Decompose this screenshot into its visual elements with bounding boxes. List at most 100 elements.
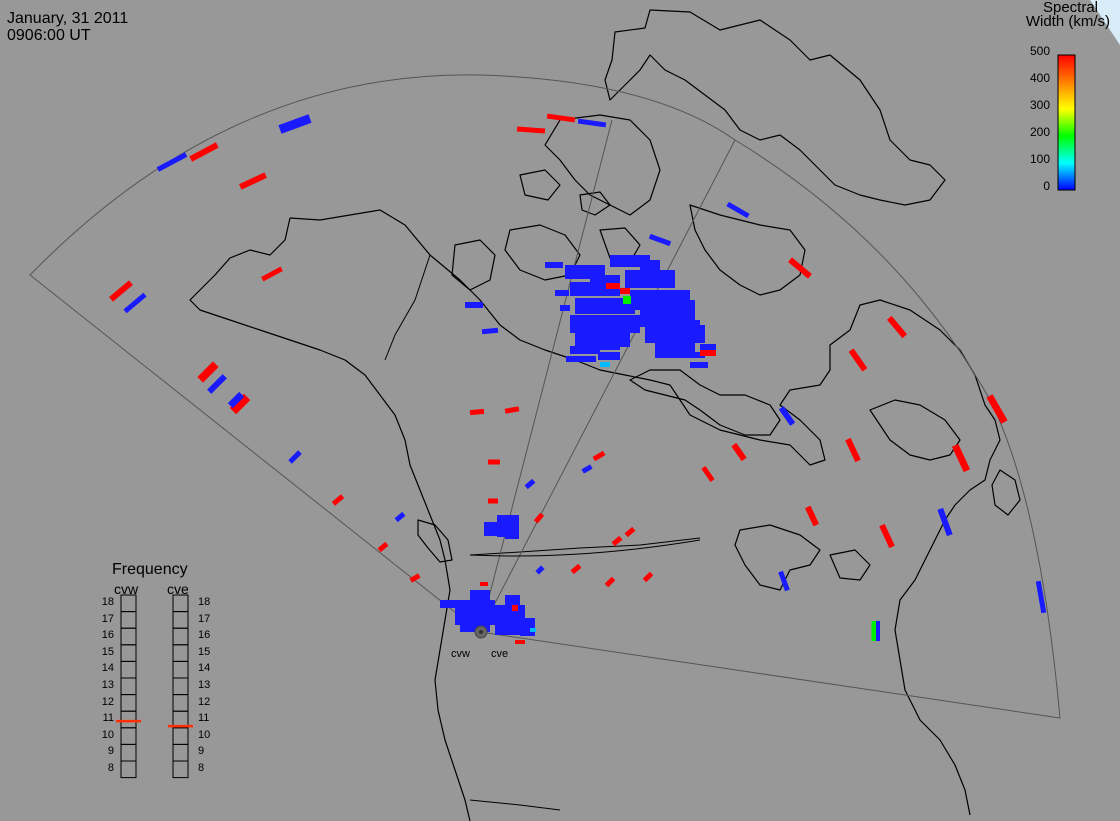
date-label: January, 31 2011: [7, 10, 129, 27]
echo-mark: [1035, 580, 1047, 614]
echo-cluster: [625, 270, 675, 288]
arctic-island-2: [519, 169, 561, 201]
pacific-coastline: [189, 217, 471, 821]
echo-mark: [229, 393, 251, 415]
echo-accent: [623, 296, 631, 304]
cve-west-beam-edge: [479, 139, 736, 633]
echo-mark: [207, 374, 227, 394]
echo-accent: [515, 640, 525, 644]
frequency-tick-right: 13: [198, 679, 211, 691]
echo-mark: [533, 512, 545, 524]
frequency-tick-right: 18: [198, 596, 211, 608]
echo-accent: [480, 582, 488, 586]
echo-cluster: [545, 262, 563, 268]
echo-mark: [409, 573, 421, 583]
echo-mark: [331, 494, 345, 506]
frequency-tick-right: 10: [198, 728, 211, 741]
cve-frequency-column: [172, 760, 189, 779]
cvw-frequency-column: [120, 694, 137, 712]
radar-site-center: [479, 630, 483, 634]
frequency-bars: [116, 594, 193, 779]
echo-cluster: [598, 352, 620, 360]
echo-accent: [606, 283, 620, 289]
backscatter-echoes: [109, 113, 1047, 644]
labrador-coast: [869, 399, 961, 461]
frequency-title: Frequency: [112, 561, 188, 578]
cvw-frequency-column: [120, 594, 137, 613]
echo-mark: [394, 511, 406, 523]
echo-mark: [261, 266, 283, 282]
alaska-yukon-border: [384, 254, 431, 361]
cve-frequency-column: [172, 644, 189, 662]
echo-mark: [592, 450, 606, 462]
echo-cluster: [566, 356, 596, 362]
us-canada-border: [469, 537, 701, 556]
site-label-cve: cve: [491, 648, 509, 660]
us-mexico-border: [469, 799, 561, 811]
echo-mark: [570, 563, 582, 575]
frequency-tick-right: 17: [198, 612, 211, 625]
arctic-island-1: [599, 227, 641, 263]
banks-island-coastline: [451, 239, 496, 291]
colorbar-tick: 0: [1043, 179, 1050, 193]
echo-mark: [227, 391, 245, 409]
hudson-bay-coastline: [629, 369, 781, 436]
colorbar-tick: 300: [1029, 98, 1050, 112]
echo-cluster: [700, 344, 716, 350]
cve-frequency-column: [172, 660, 189, 679]
outer-fov-boundary: [29, 74, 1061, 719]
echo-mark: [546, 113, 576, 123]
cvw-frequency-column: [120, 644, 137, 662]
echo-mark: [879, 523, 895, 549]
echo-mark: [278, 114, 312, 134]
cvw-frequency-column: [120, 760, 137, 779]
colorbar-title-line1: Spectral: [1042, 0, 1098, 16]
echo-cluster: [570, 315, 640, 333]
cve-frequency-column: [172, 611, 189, 629]
frequency-tick-right: 16: [198, 629, 211, 642]
echo-mark: [481, 327, 499, 335]
echo-cluster: [505, 527, 519, 539]
echo-mark: [731, 442, 747, 462]
baffin-island-coastline: [689, 204, 806, 296]
echo-mark: [288, 450, 302, 464]
echo-mark: [469, 408, 485, 416]
frequency-tick-right: 15: [198, 645, 211, 658]
echo-cluster: [470, 590, 490, 602]
frequency-tick-left: 10: [101, 728, 114, 741]
cvw-frequency-column: [120, 660, 137, 679]
cvw-frequency-column: [120, 727, 137, 745]
north-america-coastline: [289, 209, 1001, 816]
echo-mark: [535, 565, 545, 575]
echo-mark: [604, 576, 616, 588]
echo-mark: [624, 526, 636, 538]
frequency-tick-right: 9: [198, 745, 205, 758]
cve-frequency-column: [172, 694, 189, 712]
echo-mark: [189, 142, 219, 162]
cvw-east-beam-edge: [479, 119, 613, 633]
frequency-tick-left: 12: [101, 695, 114, 708]
echo-cluster: [640, 260, 660, 270]
frequency-radar-cve: cve: [167, 581, 189, 597]
echo-accent: [700, 350, 716, 356]
site-label-cvw: cvw: [451, 648, 470, 660]
echo-mark: [848, 348, 868, 372]
echo-cluster: [680, 352, 705, 358]
echo-cluster: [560, 305, 570, 311]
frequency-tick-left: 11: [102, 712, 114, 725]
echo-mark: [123, 292, 147, 314]
cve-frequency-column: [172, 743, 189, 762]
echo-mark: [701, 466, 715, 482]
echo-cluster: [555, 290, 569, 296]
echo-cluster: [680, 320, 700, 338]
cvw-frequency-column: [120, 743, 137, 762]
echo-cluster: [520, 630, 535, 636]
time-label: 0906:00 UT: [7, 27, 91, 44]
echo-mark: [197, 361, 219, 383]
echo-mark: [642, 571, 654, 583]
frequency-tick-left: 18: [101, 596, 114, 608]
echo-mark: [778, 570, 790, 592]
echo-mark: [788, 257, 812, 279]
echo-mark: [845, 437, 861, 463]
